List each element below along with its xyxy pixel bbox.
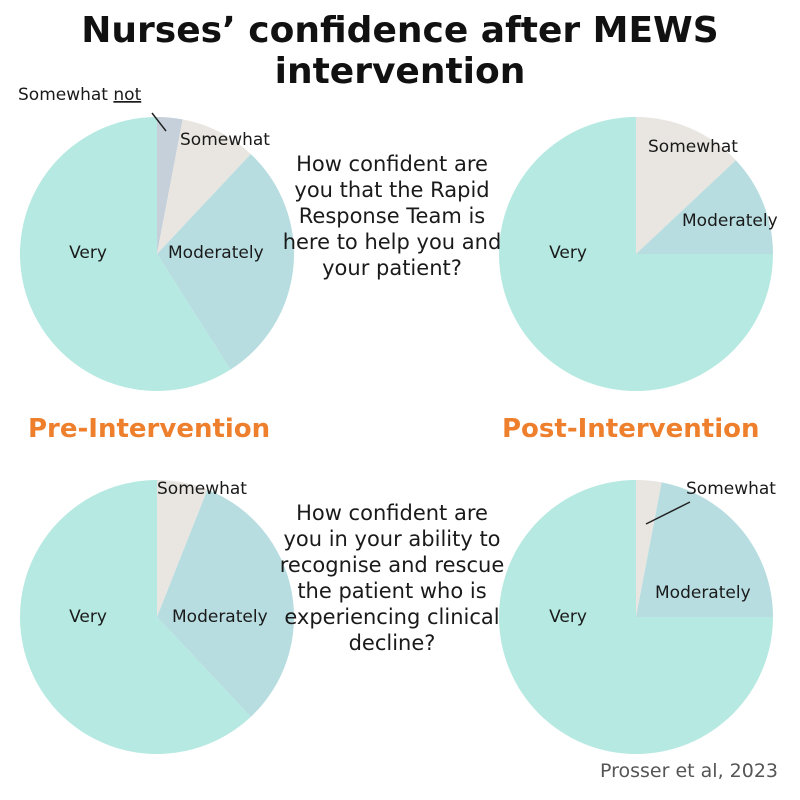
- pre-intervention-label: Pre-Intervention: [28, 414, 271, 444]
- pie-post-q1-slice-somewhat: [636, 117, 736, 254]
- pie-pre-q1-label-moderately: Moderately: [168, 243, 264, 263]
- pie-post-q1-slice-moderately: [636, 160, 773, 254]
- post-intervention-label: Post-Intervention: [502, 414, 760, 444]
- question-2-text: How confident are you in your ability to…: [279, 501, 505, 655]
- pie-post-q2-slice-moderately: [636, 482, 773, 617]
- pie-post-q2-label-very: Very: [549, 607, 587, 627]
- pie-post-q2: Somewhat Moderately Very: [499, 479, 776, 754]
- pie-pre-q1-slice-somewhat: [157, 119, 251, 255]
- pie-post-q1-label-moderately: Moderately: [682, 211, 778, 231]
- source-citation: Prosser et al, 2023: [599, 760, 778, 782]
- pie-post-q1: Somewhat Moderately Very: [499, 117, 778, 391]
- pie-pre-q1-label-somewhat-not: Somewhat not: [18, 85, 142, 105]
- pie-pre-q2-label-moderately: Moderately: [172, 607, 268, 627]
- pie-pre-q1-slice-very: [19, 117, 231, 392]
- pie-pre-q1-leader-somewhat-not: [151, 112, 167, 132]
- pie-post-q2-label-moderately: Moderately: [655, 583, 751, 603]
- pie-post-q1-label-somewhat: Somewhat: [648, 137, 738, 157]
- pie-pre-q1-label-very: Very: [69, 243, 107, 263]
- pie-post-q2-slice-somewhat: [636, 480, 662, 617]
- pie-pre-q2: Somewhat Moderately Very: [19, 479, 294, 754]
- question-1-text: How confident are you that the Rapid Res…: [282, 152, 502, 280]
- pie-post-q1-label-very: Very: [549, 243, 587, 263]
- pie-pre-q2-slice-somewhat: [157, 480, 208, 617]
- pie-post-q2-label-somewhat: Somewhat: [686, 479, 776, 499]
- pie-pre-q1: Somewhat not Somewhat Moderately Very: [18, 85, 294, 392]
- pie-post-q1-slice-very: [499, 117, 773, 391]
- pie-pre-q2-label-somewhat: Somewhat: [157, 479, 247, 499]
- pie-post-q2-slice-very: [499, 480, 773, 754]
- pie-pre-q2-slice-very: [19, 480, 251, 754]
- pie-pre-q1-slice-moderately: [157, 154, 294, 370]
- pie-post-q2-leader-somewhat: [645, 501, 691, 525]
- pie-pre-q1-label-somewhat: Somewhat: [180, 130, 270, 150]
- pie-pre-q1-slice-somewhat-not: [157, 117, 183, 254]
- pie-pre-q2-label-very: Very: [69, 607, 107, 627]
- pie-pre-q2-slice-moderately: [157, 489, 294, 717]
- chart-title: Nurses’ confidence after MEWS interventi…: [81, 10, 719, 92]
